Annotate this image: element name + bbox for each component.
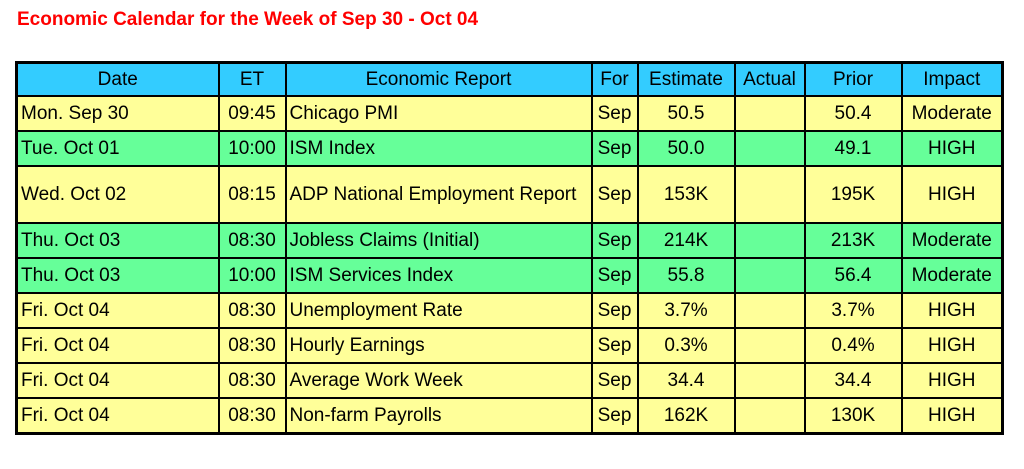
report-cell: ISM Services Index xyxy=(284,257,593,294)
et-cell: 08:30 xyxy=(217,292,287,329)
actual-cell xyxy=(733,222,806,259)
actual-cell xyxy=(733,397,806,435)
actual-cell xyxy=(733,130,806,167)
header-estimate: Estimate xyxy=(636,61,736,97)
header-actual: Actual xyxy=(733,61,806,97)
impact-cell: Moderate xyxy=(900,222,1004,259)
prior-cell: 50.4 xyxy=(803,95,903,132)
report-cell: Average Work Week xyxy=(284,362,593,399)
table-row: Tue. Oct 01 10:00 ISM Index Sep 50.0 49.… xyxy=(15,130,1004,167)
impact-cell: HIGH xyxy=(900,327,1004,364)
report-cell: Jobless Claims (Initial) xyxy=(284,222,593,259)
impact-cell: HIGH xyxy=(900,130,1004,167)
impact-cell: HIGH xyxy=(900,292,1004,329)
prior-cell: 49.1 xyxy=(803,130,903,167)
estimate-cell: 214K xyxy=(636,222,736,259)
impact-cell: HIGH xyxy=(900,397,1004,435)
impact-cell: HIGH xyxy=(900,362,1004,399)
prior-cell: 130K xyxy=(803,397,903,435)
for-cell: Sep xyxy=(590,292,639,329)
et-cell: 08:30 xyxy=(217,397,287,435)
actual-cell xyxy=(733,362,806,399)
header-for: For xyxy=(590,61,639,97)
estimate-cell: 3.7% xyxy=(636,292,736,329)
actual-cell xyxy=(733,327,806,364)
table-row: Fri. Oct 04 08:30 Hourly Earnings Sep 0.… xyxy=(15,327,1004,364)
prior-cell: 213K xyxy=(803,222,903,259)
table-row: Thu. Oct 03 08:30 Jobless Claims (Initia… xyxy=(15,222,1004,259)
report-cell: Non-farm Payrolls xyxy=(284,397,593,435)
for-cell: Sep xyxy=(590,95,639,132)
impact-cell: Moderate xyxy=(900,95,1004,132)
impact-cell: HIGH xyxy=(900,165,1004,224)
date-cell: Fri. Oct 04 xyxy=(15,327,220,364)
for-cell: Sep xyxy=(590,362,639,399)
prior-cell: 34.4 xyxy=(803,362,903,399)
report-cell: ADP National Employment Report xyxy=(284,165,593,224)
table-row: Mon. Sep 30 09:45 Chicago PMI Sep 50.5 5… xyxy=(15,95,1004,132)
estimate-cell: 55.8 xyxy=(636,257,736,294)
report-cell: ISM Index xyxy=(284,130,593,167)
actual-cell xyxy=(733,257,806,294)
report-cell: Hourly Earnings xyxy=(284,327,593,364)
estimate-cell: 153K xyxy=(636,165,736,224)
estimate-cell: 162K xyxy=(636,397,736,435)
prior-cell: 195K xyxy=(803,165,903,224)
date-cell: Wed. Oct 02 xyxy=(15,165,220,224)
date-cell: Tue. Oct 01 xyxy=(15,130,220,167)
for-cell: Sep xyxy=(590,327,639,364)
date-cell: Fri. Oct 04 xyxy=(15,292,220,329)
for-cell: Sep xyxy=(590,397,639,435)
header-impact: Impact xyxy=(900,61,1004,97)
et-cell: 10:00 xyxy=(217,130,287,167)
estimate-cell: 50.0 xyxy=(636,130,736,167)
economic-calendar-table: Date ET Economic Report For Estimate Act… xyxy=(15,61,1004,435)
estimate-cell: 34.4 xyxy=(636,362,736,399)
prior-cell: 3.7% xyxy=(803,292,903,329)
et-cell: 08:30 xyxy=(217,327,287,364)
header-prior: Prior xyxy=(803,61,903,97)
date-cell: Thu. Oct 03 xyxy=(15,257,220,294)
header-row: Date ET Economic Report For Estimate Act… xyxy=(15,61,1004,97)
estimate-cell: 50.5 xyxy=(636,95,736,132)
actual-cell xyxy=(733,292,806,329)
et-cell: 08:15 xyxy=(217,165,287,224)
table-row: Fri. Oct 04 08:30 Average Work Week Sep … xyxy=(15,362,1004,399)
et-cell: 08:30 xyxy=(217,362,287,399)
for-cell: Sep xyxy=(590,257,639,294)
date-cell: Thu. Oct 03 xyxy=(15,222,220,259)
impact-cell: Moderate xyxy=(900,257,1004,294)
table-row: Thu. Oct 03 10:00 ISM Services Index Sep… xyxy=(15,257,1004,294)
et-cell: 09:45 xyxy=(217,95,287,132)
table-row: Wed. Oct 02 08:15 ADP National Employmen… xyxy=(15,165,1004,224)
table-row: Fri. Oct 04 08:30 Unemployment Rate Sep … xyxy=(15,292,1004,329)
date-cell: Fri. Oct 04 xyxy=(15,397,220,435)
prior-cell: 0.4% xyxy=(803,327,903,364)
table-row: Fri. Oct 04 08:30 Non-farm Payrolls Sep … xyxy=(15,397,1004,435)
for-cell: Sep xyxy=(590,222,639,259)
header-date: Date xyxy=(15,61,220,97)
et-cell: 08:30 xyxy=(217,222,287,259)
header-et: ET xyxy=(217,61,287,97)
date-cell: Fri. Oct 04 xyxy=(15,362,220,399)
estimate-cell: 0.3% xyxy=(636,327,736,364)
report-cell: Unemployment Rate xyxy=(284,292,593,329)
et-cell: 10:00 xyxy=(217,257,287,294)
for-cell: Sep xyxy=(590,165,639,224)
date-cell: Mon. Sep 30 xyxy=(15,95,220,132)
for-cell: Sep xyxy=(590,130,639,167)
report-cell: Chicago PMI xyxy=(284,95,593,132)
page-title: Economic Calendar for the Week of Sep 30… xyxy=(17,9,479,30)
actual-cell xyxy=(733,95,806,132)
header-report: Economic Report xyxy=(284,61,593,97)
actual-cell xyxy=(733,165,806,224)
prior-cell: 56.4 xyxy=(803,257,903,294)
